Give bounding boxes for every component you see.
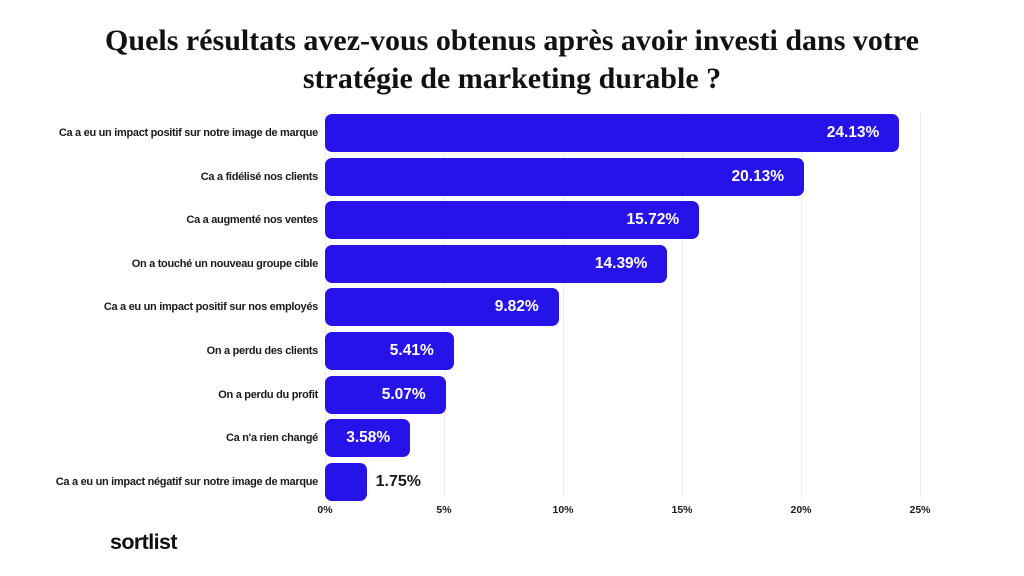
bar [325, 462, 367, 501]
x-axis-tick: 15% [671, 504, 693, 516]
bar-value: 15.72% [626, 211, 680, 229]
category-label: Ca n'a rien changé [226, 432, 318, 445]
x-axis-tick: 20% [790, 504, 812, 516]
bar-value: 20.13% [731, 167, 785, 185]
gridline [682, 112, 683, 498]
gridline [920, 112, 921, 498]
x-axis-tick: 5% [436, 504, 452, 516]
category-label: Ca a fidélisé nos clients [200, 170, 319, 183]
bar: 9.82% [325, 288, 559, 327]
bar: 3.58% [325, 419, 411, 458]
bar-value: 1.75% [375, 472, 422, 490]
bar-value: 5.41% [389, 342, 434, 359]
category-label: Ca a eu un impact négatif sur notre imag… [55, 475, 319, 488]
category-label: Ca a eu un impact positif sur nos employ… [103, 301, 318, 314]
bar-value: 3.58% [346, 429, 391, 447]
category-label: On a touché un nouveau groupe cible [131, 257, 319, 270]
x-axis-tick: 25% [909, 504, 931, 516]
x-axis-tick: 10% [552, 504, 574, 516]
bar-value: 5.07% [381, 385, 426, 403]
category-label: On a perdu des clients [206, 345, 319, 357]
bar-value: 9.82% [494, 298, 539, 316]
bar-value: 14.39% [594, 254, 648, 272]
x-axis-tick: 0% [317, 504, 333, 516]
bar: 5.07% [325, 375, 446, 414]
bar: 5.41% [325, 332, 454, 370]
bar: 15.72% [325, 201, 700, 240]
sortlist-logo: sortlist [110, 530, 177, 554]
gridline [563, 112, 564, 498]
chart-title: Quels résultats avez-vous obtenus après … [105, 24, 919, 95]
bar-value: 24.13% [826, 124, 880, 141]
gridline [801, 112, 802, 498]
category-label: Ca a augmenté nos ventes [186, 214, 318, 227]
category-label: On a perdu du profit [218, 388, 318, 401]
bar: 14.39% [325, 244, 668, 283]
bar: 24.13% [325, 114, 900, 152]
category-label: Ca a eu un impact positif sur notre imag… [58, 127, 318, 139]
bar: 20.13% [325, 157, 805, 196]
